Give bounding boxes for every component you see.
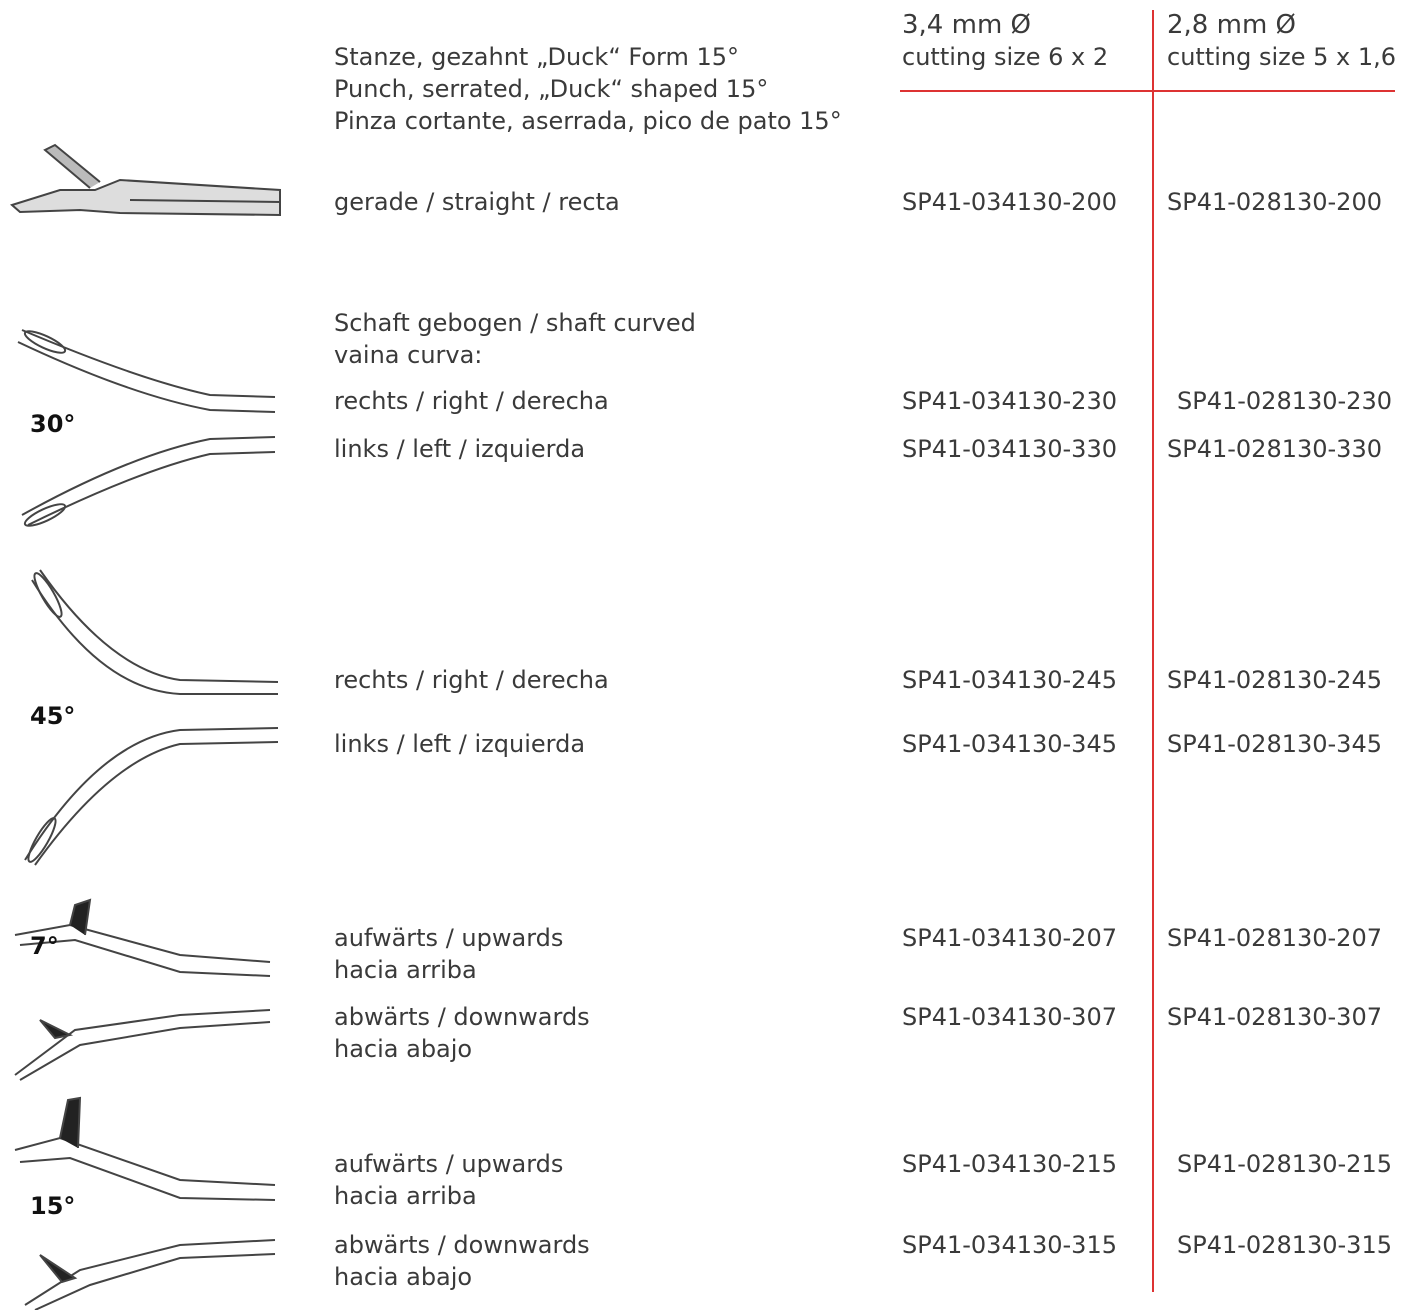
code: SP41-034130-330 [902, 435, 1117, 463]
code: SP41-028130-230 [1177, 387, 1392, 415]
title-line: Stanze, gezahnt „Duck“ Form 15° [334, 43, 739, 71]
col-size: 2,8 mm Ø [1167, 10, 1296, 40]
title-line: Punch, serrated, „Duck“ shaped 15° [334, 75, 769, 103]
code: SP41-034130-230 [902, 387, 1117, 415]
curve-15 [14, 1096, 276, 1310]
code: SP41-028130-345 [1167, 730, 1382, 758]
row-label: aufwärts / upwards [334, 1150, 564, 1178]
code: SP41-028130-200 [1167, 188, 1382, 216]
code: SP41-034130-345 [902, 730, 1117, 758]
col-cutting: cutting size 6 x 2 [902, 43, 1109, 71]
code: SP41-028130-207 [1167, 924, 1382, 952]
row-label: links / left / izquierda [334, 730, 586, 758]
curve-45 [24, 569, 279, 866]
code: SP41-028130-245 [1167, 666, 1382, 694]
angle-label: 7° [30, 932, 59, 960]
code: SP41-034130-207 [902, 924, 1117, 952]
code: SP41-034130-245 [902, 666, 1117, 694]
section-heading: Schaft gebogen / shaft curved [334, 309, 696, 337]
col-cutting: cutting size 5 x 1,6 [1167, 43, 1397, 71]
code: SP41-028130-315 [1177, 1231, 1392, 1259]
section-heading: vaina curva: [334, 341, 483, 369]
code: SP41-028130-307 [1167, 1003, 1382, 1031]
code: SP41-034130-315 [902, 1231, 1117, 1259]
code: SP41-034130-307 [902, 1003, 1117, 1031]
curve-7 [14, 898, 271, 1081]
row-label: rechts / right / derecha [334, 666, 609, 694]
angle-label: 30° [30, 410, 76, 438]
code: SP41-028130-215 [1177, 1150, 1392, 1178]
row-label: abwärts / downwards [334, 1003, 590, 1031]
curve-30 [17, 329, 276, 527]
title-line: Pinza cortante, aserrada, pico de pato 1… [334, 107, 842, 135]
code: SP41-034130-200 [902, 188, 1117, 216]
row-label: hacia abajo [334, 1035, 473, 1063]
row-label: rechts / right / derecha [334, 387, 609, 415]
row-label: aufwärts / upwards [334, 924, 564, 952]
row-label: hacia arriba [334, 1182, 477, 1210]
code: SP41-028130-330 [1167, 435, 1382, 463]
straight-punch [9, 143, 281, 217]
row-label: links / left / izquierda [334, 435, 586, 463]
row-label: gerade / straight / recta [334, 188, 620, 216]
row-label: hacia arriba [334, 956, 477, 984]
col-size: 3,4 mm Ø [902, 10, 1031, 40]
angle-label: 45° [30, 702, 76, 730]
code: SP41-034130-215 [902, 1150, 1117, 1178]
row-label: abwärts / downwards [334, 1231, 590, 1259]
row-label: hacia abajo [334, 1263, 473, 1291]
angle-label: 15° [30, 1192, 76, 1220]
